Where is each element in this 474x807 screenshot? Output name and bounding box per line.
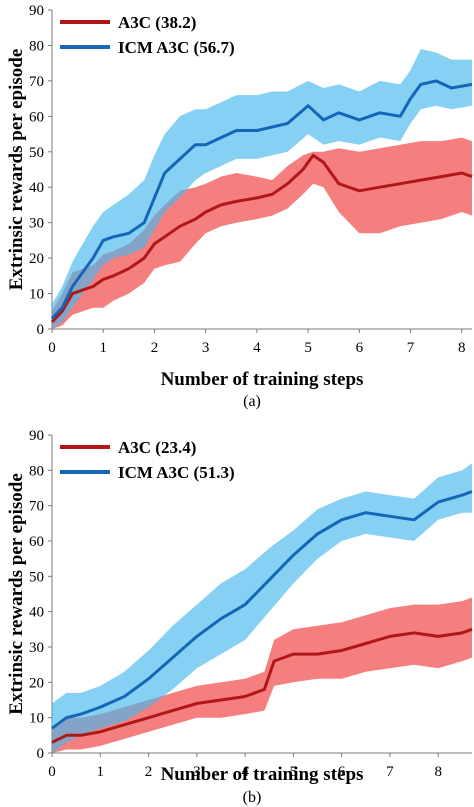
- x-tick-label: 8: [458, 340, 466, 356]
- y-tick-label: 20: [29, 675, 44, 691]
- a3c-variance-band: [52, 137, 472, 329]
- y-axis-label: Extrinsic rewards per episode: [6, 473, 27, 715]
- y-axis-label: Extrinsic rewards per episode: [6, 49, 27, 291]
- legend-label-icm-a3c: ICM A3C (51.3): [118, 463, 235, 482]
- x-tick-label: 3: [202, 340, 210, 356]
- x-tick-label: 2: [151, 340, 159, 356]
- y-tick-label: 80: [29, 38, 44, 54]
- legend-label-a3c: A3C (38.2): [118, 13, 196, 32]
- chart-a: 0 10 20 30 40 50 60 70 80 90 0 1 2 3 4 5 6 7 8 A3C (38.2) IC…: [6, 3, 473, 410]
- legend-label-a3c: A3C (23.4): [118, 438, 196, 457]
- y-tick-label: 50: [29, 569, 44, 585]
- x-axis-label: Number of training steps: [161, 369, 364, 390]
- chart-caption: (b): [243, 789, 262, 806]
- x-tick-label: 4: [253, 340, 261, 356]
- x-tick-label: 1: [97, 764, 105, 780]
- y-tick-label: 10: [29, 287, 44, 303]
- y-tick-label: 90: [29, 428, 44, 444]
- icm-a3c-mean-line: [51, 490, 473, 730]
- legend-label-icm-a3c: ICM A3C (56.7): [118, 38, 235, 57]
- x-tick-label: 0: [48, 764, 56, 780]
- chart-caption: (a): [243, 393, 261, 410]
- x-axis-label: Number of training steps: [161, 764, 364, 785]
- y-tick-label: 90: [29, 3, 44, 19]
- y-tick-label: 40: [29, 605, 44, 621]
- x-tick-label: 1: [99, 340, 107, 356]
- x-tick-label: 6: [356, 340, 364, 356]
- y-tick-label: 20: [29, 251, 44, 267]
- y-tick-label: 0: [37, 746, 45, 762]
- x-tick-label: 3: [193, 764, 201, 780]
- y-tick-label: 80: [29, 463, 44, 479]
- x-tick-label: 0: [48, 340, 56, 356]
- a3c-mean-line: [50, 153, 473, 323]
- y-tick-label: 70: [29, 499, 44, 515]
- y-tick-label: 60: [29, 109, 44, 125]
- y-tick-label: 30: [29, 640, 44, 656]
- x-tick-label: 5: [290, 764, 298, 780]
- x-tick-label: 6: [338, 764, 346, 780]
- x-tick-label: 4: [241, 764, 249, 780]
- x-tick-label: 2: [145, 764, 153, 780]
- a3c-variance-band: [52, 597, 472, 753]
- y-tick-label: 30: [29, 216, 44, 232]
- y-tick-label: 70: [29, 74, 44, 90]
- x-tick-label: 5: [304, 340, 312, 356]
- icm-a3c-variance-band: [52, 49, 472, 329]
- x-tick-label: 7: [386, 764, 394, 780]
- y-tick-label: 10: [29, 711, 44, 727]
- y-tick-label: 0: [37, 322, 45, 338]
- y-tick-label: 40: [29, 180, 44, 196]
- a3c-mean-line: [51, 627, 473, 744]
- y-tick-label: 60: [29, 534, 44, 550]
- x-tick-label: 8: [434, 764, 442, 780]
- y-tick-label: 50: [29, 145, 44, 161]
- chart-b: 0 10 20 30 40 50 60 70 80 90 0 1 2 3 4 5 6 7 8 A3C (23.4) IC…: [6, 428, 473, 806]
- icm-a3c-mean-line: [50, 79, 473, 320]
- x-tick-label: 7: [407, 340, 415, 356]
- icm-a3c-variance-band: [52, 463, 472, 753]
